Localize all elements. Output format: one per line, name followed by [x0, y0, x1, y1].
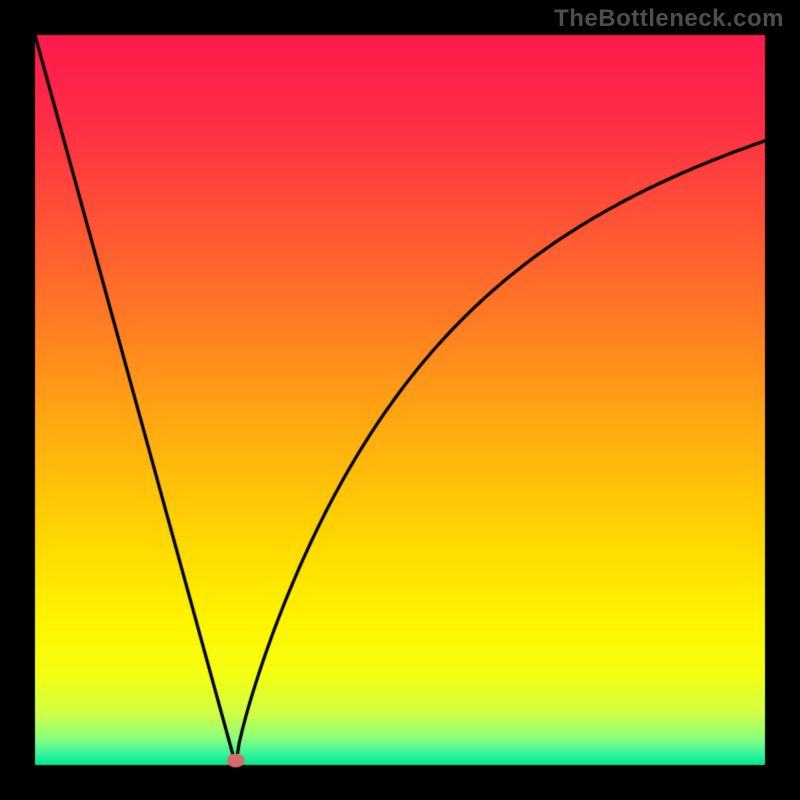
bottleneck-chart-canvas — [0, 0, 800, 800]
watermark-text: TheBottleneck.com — [554, 5, 784, 33]
